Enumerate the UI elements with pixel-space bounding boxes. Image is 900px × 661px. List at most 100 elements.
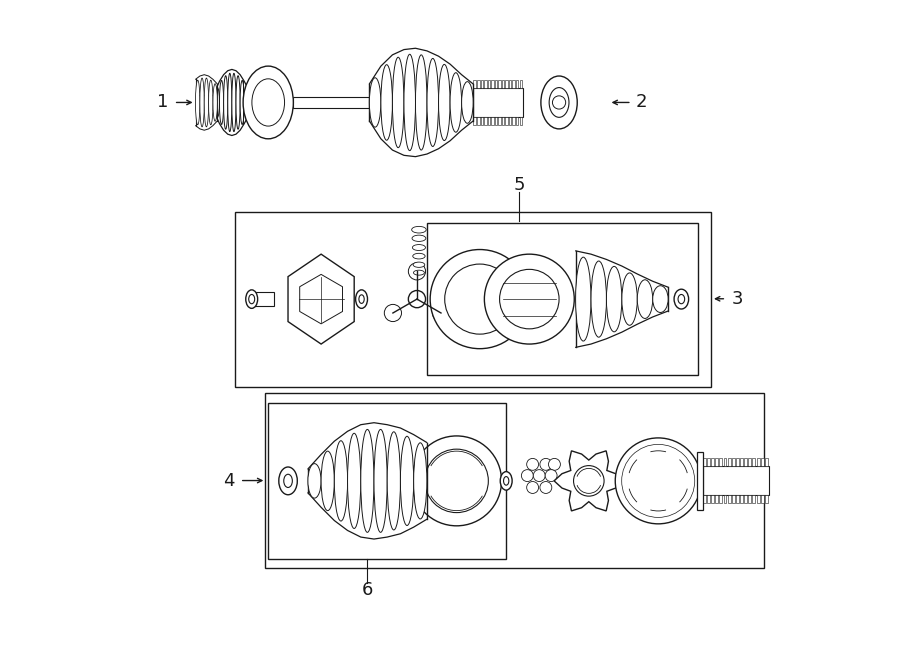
Bar [508,80,511,88]
Bar [744,458,747,467]
Circle shape [411,436,501,526]
Bar [473,80,476,88]
Ellipse shape [387,307,399,319]
Ellipse shape [500,472,512,490]
Bar [711,458,714,467]
Polygon shape [300,274,343,324]
Ellipse shape [359,295,364,303]
Bar [499,80,500,88]
Ellipse shape [279,467,297,494]
Ellipse shape [252,79,284,126]
Bar [740,458,743,467]
Bar [719,496,723,504]
Ellipse shape [244,87,248,118]
Ellipse shape [652,286,668,313]
Bar [248,292,274,305]
Bar [698,452,703,510]
Bar [740,496,743,504]
Ellipse shape [248,295,255,304]
Bar [484,117,487,125]
Bar [495,117,497,125]
Ellipse shape [411,265,423,278]
Ellipse shape [369,78,381,127]
Ellipse shape [246,290,257,309]
Bar [736,496,739,504]
Bar [508,117,511,125]
Bar [732,458,734,467]
Circle shape [500,270,559,329]
Bar [711,496,714,504]
Ellipse shape [404,54,416,151]
Bar [512,80,515,88]
Bar [703,467,769,496]
Ellipse shape [384,304,401,322]
Ellipse shape [414,443,427,519]
Ellipse shape [400,436,414,525]
Ellipse shape [387,432,400,530]
Circle shape [553,96,566,109]
Bar [477,80,480,88]
Bar [502,80,504,88]
Bar [749,458,752,467]
Bar [481,117,483,125]
Bar [736,458,739,467]
Bar [724,496,726,504]
Polygon shape [554,451,624,511]
Ellipse shape [607,266,622,332]
Bar [716,496,718,504]
Bar [516,80,518,88]
Bar [516,117,518,125]
Circle shape [573,465,604,496]
Bar [488,80,490,88]
Ellipse shape [678,295,685,304]
Ellipse shape [576,257,591,341]
Text: 4: 4 [223,471,234,490]
Bar [728,496,731,504]
Circle shape [425,449,489,513]
Ellipse shape [413,270,425,275]
Bar [491,117,494,125]
Bar [744,496,747,504]
Ellipse shape [412,235,426,241]
Bar [519,117,522,125]
Ellipse shape [228,73,232,132]
Bar [427,223,698,375]
Bar [724,458,726,467]
Circle shape [534,469,545,481]
Bar [484,80,487,88]
Ellipse shape [361,430,374,532]
Circle shape [430,250,529,349]
Ellipse shape [195,80,200,125]
Circle shape [484,254,574,344]
Ellipse shape [549,88,569,118]
Circle shape [540,481,552,493]
Circle shape [526,458,538,471]
Bar [491,80,494,88]
Circle shape [540,458,552,471]
Bar [749,496,752,504]
Ellipse shape [200,78,204,127]
Ellipse shape [435,307,447,319]
Bar [506,117,508,125]
Text: 2: 2 [636,93,647,112]
Bar [752,458,755,467]
Circle shape [616,438,701,524]
Bar [752,496,755,504]
Ellipse shape [450,73,462,132]
Ellipse shape [243,66,293,139]
Bar [477,117,480,125]
Circle shape [622,444,695,518]
Ellipse shape [462,82,473,124]
Circle shape [548,458,561,471]
Ellipse shape [321,451,334,510]
Ellipse shape [432,304,450,322]
Ellipse shape [356,290,367,309]
Bar [506,80,508,88]
Bar [760,496,763,504]
Bar [707,496,710,504]
Ellipse shape [334,441,347,521]
Bar [757,458,760,467]
Bar [512,117,515,125]
Text: 5: 5 [514,176,526,194]
Bar [757,496,760,504]
